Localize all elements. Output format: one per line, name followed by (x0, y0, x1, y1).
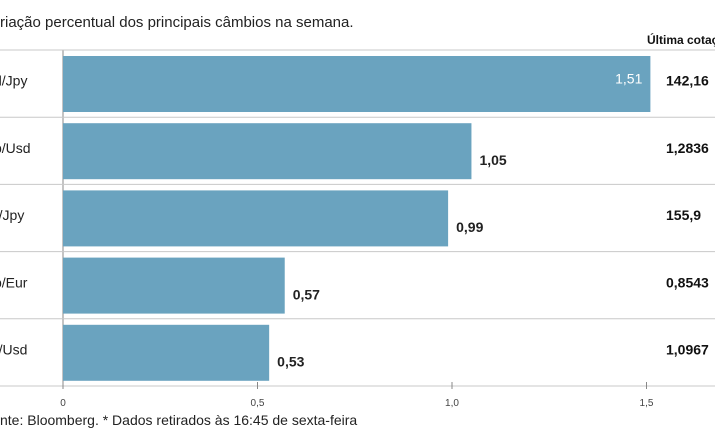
x-tick-label: 0,5 (251, 398, 265, 409)
x-tick-label: 1,5 (640, 398, 654, 409)
category-label: p/Usd (0, 140, 31, 156)
x-tick-label: 0 (60, 398, 66, 409)
last-quote-header: Última cotaç (647, 32, 715, 47)
bar-series: d/Jpy 1,51 142,16 p/Usd 1,05 1,2836 r/Jpy 0,99 1… (0, 56, 709, 381)
value-label: 0,53 (277, 354, 304, 370)
source-note: nte: Bloomberg. * Dados retirados às 16:… (0, 412, 358, 428)
last-quote-value: 0,8543 (666, 274, 709, 290)
value-label: 1,05 (479, 152, 506, 168)
bar-1 (63, 123, 472, 180)
last-quote-value: 155,9 (666, 207, 701, 223)
last-quote-value: 142,16 (666, 73, 709, 89)
category-label: d/Jpy (0, 73, 27, 89)
bar-2 (63, 190, 449, 247)
bar-3 (63, 257, 285, 314)
value-label: 0,57 (293, 286, 320, 302)
category-label: r/Jpy (0, 207, 24, 223)
category-label: p/Eur (0, 274, 28, 290)
last-quote-value: 1,0967 (666, 342, 709, 358)
category-label: r/Usd (0, 342, 27, 358)
chart-subtitle: riação percentual dos principais câmbios… (0, 14, 354, 31)
bar-4 (63, 324, 270, 381)
value-label: 0,99 (456, 219, 483, 235)
row-separators (0, 49, 715, 387)
value-label: 1,51 (615, 71, 642, 87)
bar-0 (63, 56, 651, 112)
value-axis: 0 0,5 1,0 1,5 (60, 382, 654, 409)
last-quote-value: 1,2836 (666, 140, 709, 156)
x-tick-label: 1,0 (445, 398, 459, 409)
